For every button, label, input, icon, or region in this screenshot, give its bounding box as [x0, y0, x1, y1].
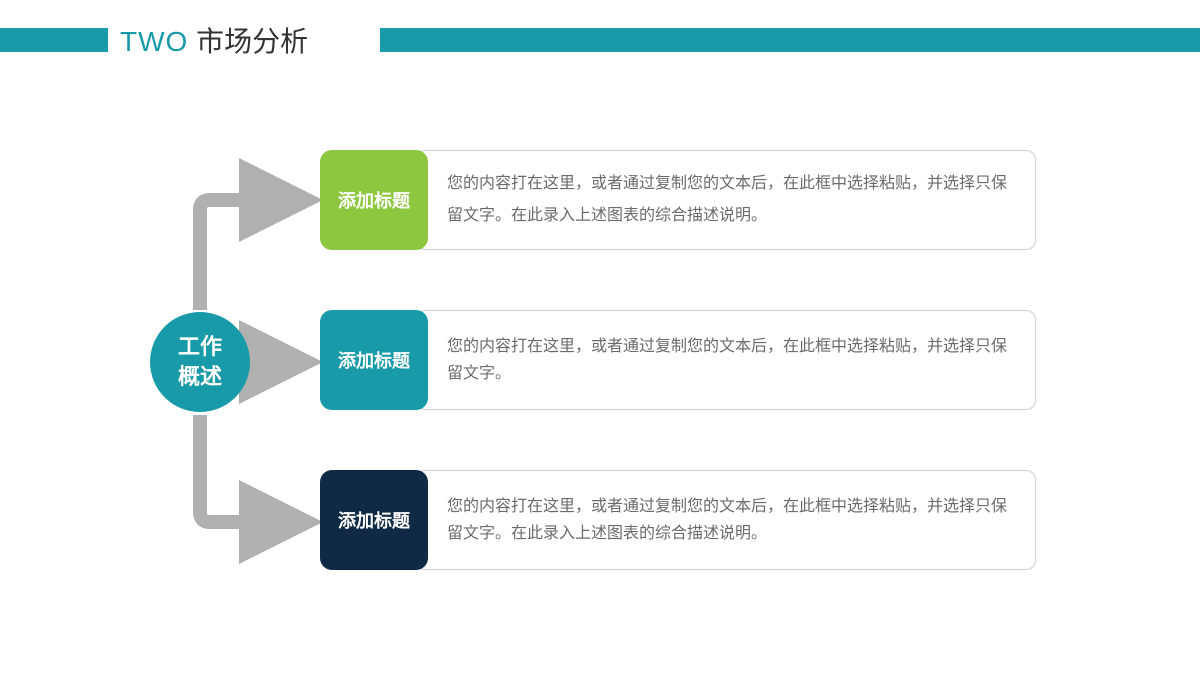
- section-title: 市场分析: [196, 26, 308, 57]
- hub-line2: 概述: [178, 362, 222, 392]
- item-row: 添加标题您的内容打在这里，或者通过复制您的文本后，在此框中选择粘贴，并选择只保留…: [320, 150, 1036, 250]
- hub-line1: 工作: [178, 332, 222, 362]
- item-body: 您的内容打在这里，或者通过复制您的文本后，在此框中选择粘贴，并选择只保留文字。: [416, 310, 1036, 410]
- item-row: 添加标题您的内容打在这里，或者通过复制您的文本后，在此框中选择粘贴，并选择只保留…: [320, 470, 1036, 570]
- header-bar-right: [380, 28, 1200, 52]
- diagram-container: 工作 概述 添加标题您的内容打在这里，或者通过复制您的文本后，在此框中选择粘贴，…: [150, 150, 1070, 600]
- item-body: 您的内容打在这里，或者通过复制您的文本后，在此框中选择粘贴，并选择只保留文字。在…: [416, 470, 1036, 570]
- item-body: 您的内容打在这里，或者通过复制您的文本后，在此框中选择粘贴，并选择只保留文字。在…: [416, 150, 1036, 250]
- item-label: 添加标题: [320, 150, 428, 250]
- header-bar-left: [0, 28, 108, 52]
- item-row: 添加标题您的内容打在这里，或者通过复制您的文本后，在此框中选择粘贴，并选择只保留…: [320, 310, 1036, 410]
- item-label: 添加标题: [320, 470, 428, 570]
- item-label: 添加标题: [320, 310, 428, 410]
- hub-circle: 工作 概述: [150, 312, 250, 412]
- section-number: TWO: [120, 26, 188, 57]
- page-title: TWO 市场分析: [120, 20, 308, 60]
